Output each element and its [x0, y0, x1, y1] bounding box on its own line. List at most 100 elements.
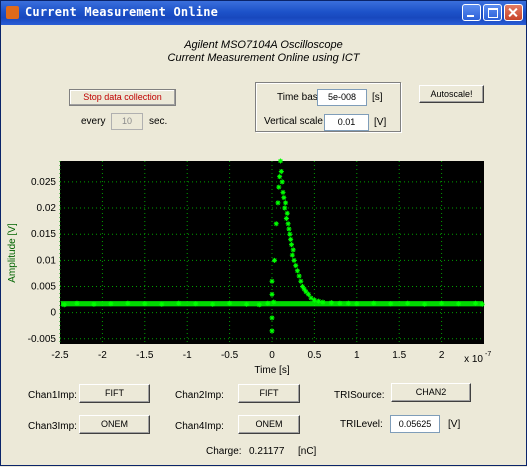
scale-panel — [255, 82, 401, 132]
data-point — [283, 216, 289, 222]
data-point — [405, 300, 411, 306]
data-point — [291, 257, 297, 263]
data-point — [91, 301, 97, 307]
x-tick-label: -0.5 — [221, 350, 239, 361]
data-point — [479, 301, 485, 307]
y-tick-label: 0.025 — [31, 177, 56, 188]
data-point — [305, 291, 311, 297]
x-axis-label: Time [s] — [254, 365, 289, 376]
data-point — [473, 300, 479, 306]
timebase-input[interactable]: 5e-008 — [317, 89, 367, 106]
trisource-label: TRISource: — [334, 390, 385, 401]
timebase-unit: [s] — [372, 92, 383, 103]
header-line-2: Current Measurement Online using ICT — [167, 52, 360, 64]
data-point — [256, 302, 262, 308]
data-point — [337, 300, 343, 306]
data-point — [271, 299, 277, 305]
data-point — [277, 158, 283, 164]
header-line-1: Agilent MSO7104A Oscilloscope — [184, 39, 343, 51]
chan3-label: Chan3Imp: — [28, 421, 77, 432]
data-point — [193, 301, 199, 307]
data-point — [273, 221, 279, 227]
data-point — [280, 189, 286, 195]
data-point — [269, 278, 275, 284]
data-point — [269, 315, 275, 321]
data-point — [282, 205, 288, 211]
charge-label: Charge: — [206, 446, 242, 457]
data-point — [298, 278, 304, 284]
data-point — [74, 300, 80, 306]
chan4-label: Chan4Imp: — [175, 421, 224, 432]
y-tick-label: 0 — [50, 308, 56, 319]
data-point — [294, 268, 300, 274]
vertical-scale-input[interactable]: 0.01 — [324, 114, 369, 131]
close-button[interactable] — [504, 4, 523, 21]
trilevel-label: TRILevel: — [340, 419, 383, 430]
data-point — [272, 257, 278, 263]
x-tick-label: 2 — [439, 350, 445, 361]
data-point — [328, 300, 334, 306]
data-point — [371, 300, 377, 306]
data-point — [210, 301, 216, 307]
stop-data-collection-button[interactable]: Stop data collection — [69, 89, 176, 106]
autoscale-button[interactable]: Autoscale! — [419, 85, 484, 103]
x-tick-label: 1.5 — [392, 350, 406, 361]
data-point — [278, 168, 284, 174]
data-point — [284, 210, 290, 216]
minimize-button[interactable] — [462, 4, 481, 21]
data-point — [142, 301, 148, 307]
data-point — [108, 301, 114, 307]
trisource-button[interactable]: CHAN2 — [391, 383, 471, 402]
x-tick-label: -1 — [183, 350, 192, 361]
vertical-scale-label: Vertical scale — [264, 116, 323, 127]
timebase-label: Time base — [277, 92, 324, 103]
data-point — [311, 297, 317, 303]
data-point — [316, 298, 322, 304]
chan3-button[interactable]: ONEM — [79, 415, 150, 434]
chan4-button[interactable]: ONEM — [238, 415, 300, 434]
data-point — [279, 179, 285, 185]
data-point — [125, 300, 131, 306]
x-exponent-label: x 10 — [464, 354, 483, 365]
y-tick-label: 0.005 — [31, 281, 56, 292]
title-bar[interactable]: Current Measurement Online — [1, 1, 526, 25]
every-input[interactable]: 10 — [111, 113, 143, 130]
y-tick-label: 0.015 — [31, 229, 56, 240]
data-point — [289, 242, 295, 248]
data-point — [388, 301, 394, 307]
x-tick-label: 0 — [269, 350, 275, 361]
data-point — [61, 302, 67, 308]
data-point — [289, 252, 295, 258]
trilevel-input[interactable]: 0.05625 — [390, 415, 440, 433]
data-point — [296, 273, 302, 279]
data-point — [345, 300, 351, 306]
data-point — [300, 283, 306, 289]
data-point — [456, 301, 462, 307]
data-point — [422, 301, 428, 307]
data-point — [285, 221, 291, 227]
data-point — [287, 231, 293, 237]
data-point — [320, 299, 326, 305]
chan1-button[interactable]: FIFT — [79, 384, 150, 403]
chan1-label: Chan1Imp: — [28, 390, 77, 401]
data-point — [277, 174, 283, 180]
chan2-label: Chan2Imp: — [175, 390, 224, 401]
data-point — [293, 263, 299, 269]
sec-label: sec. — [149, 116, 168, 127]
data-point — [286, 226, 292, 232]
x-tick-label: -2 — [98, 350, 107, 361]
maximize-button[interactable] — [483, 4, 502, 21]
data-point — [276, 184, 282, 190]
data-point — [439, 300, 445, 306]
charge-unit: [nC] — [298, 446, 317, 457]
chan2-button[interactable]: FIFT — [238, 384, 300, 403]
x-tick-label: -1.5 — [136, 350, 154, 361]
data-point — [283, 200, 289, 206]
data-point — [265, 300, 271, 306]
y-tick-label: 0.02 — [37, 203, 57, 214]
every-label: every — [81, 116, 106, 127]
data-point — [308, 295, 314, 301]
data-point — [227, 300, 233, 306]
